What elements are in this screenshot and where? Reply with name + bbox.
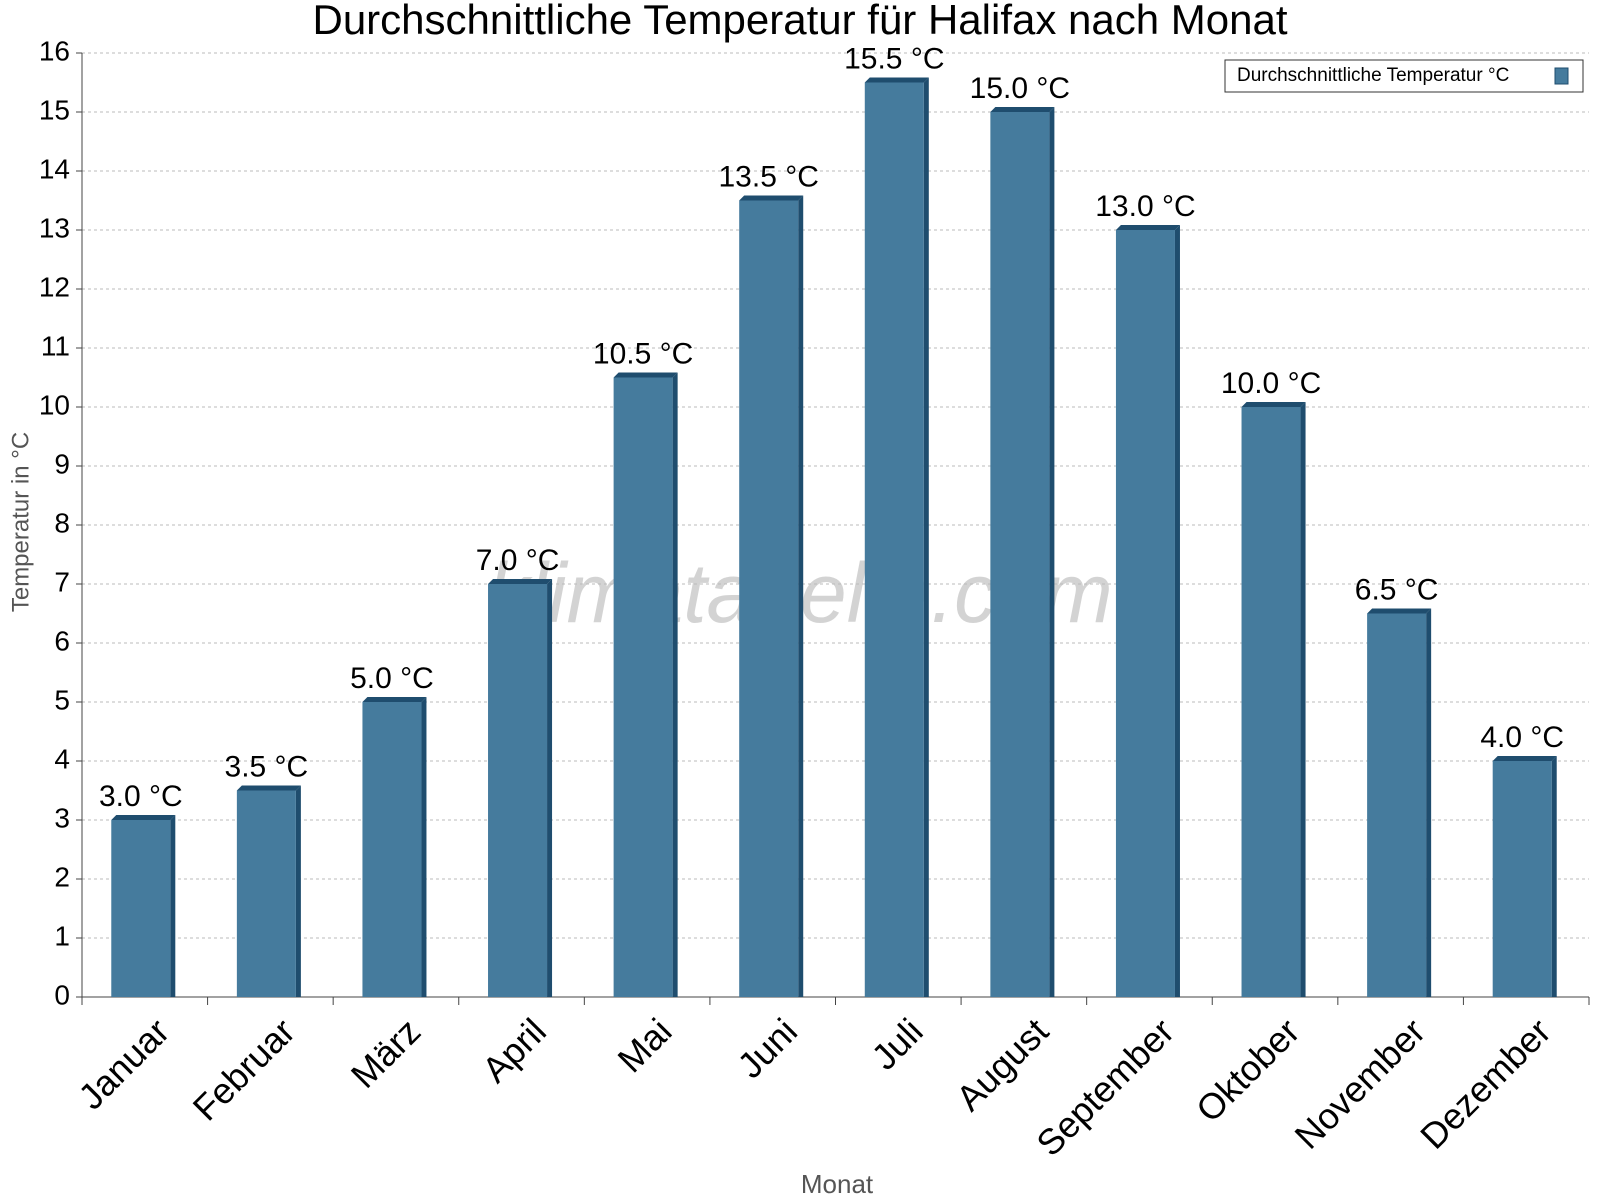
bar-depth — [672, 372, 678, 997]
bar-depth — [923, 77, 929, 997]
bar-depth — [295, 785, 301, 997]
y-tick-label: 10 — [39, 389, 70, 420]
y-tick-label: 2 — [54, 861, 70, 892]
x-tick-label: Januar — [70, 1010, 177, 1117]
bar-depth — [1492, 756, 1557, 761]
bar — [236, 790, 296, 997]
y-tick-label: 4 — [54, 743, 70, 774]
y-tick-label: 9 — [54, 448, 70, 479]
y-tick-label: 0 — [54, 979, 70, 1010]
bar-depth — [1367, 608, 1432, 614]
bar-depth — [798, 195, 804, 997]
y-tick-label: 8 — [54, 507, 70, 538]
bar-depth — [1174, 225, 1180, 997]
bar — [488, 584, 548, 997]
bar — [990, 112, 1050, 997]
bar-depth — [547, 579, 553, 997]
bar-depth — [613, 372, 678, 378]
legend-label: Durchschnittliche Temperatur °C — [1237, 65, 1509, 86]
bar — [1241, 407, 1301, 997]
legend: Durchschnittliche Temperatur °C — [1224, 59, 1584, 93]
x-tick-label: Juni — [729, 1010, 805, 1086]
y-tick-label: 14 — [39, 153, 70, 184]
y-tick-label: 3 — [54, 802, 70, 833]
value-label: 13.0 °C — [1095, 190, 1195, 223]
bar — [1115, 230, 1175, 997]
x-tick-label: September — [1028, 1010, 1182, 1164]
value-label: 3.0 °C — [99, 780, 183, 813]
value-label: 3.5 °C — [225, 750, 309, 783]
bar-depth — [1049, 107, 1055, 997]
y-tick-label: 5 — [54, 684, 70, 715]
chart-title: Durchschnittliche Temperatur für Halifax… — [312, 0, 1287, 43]
bar-depth — [990, 107, 1055, 112]
bar — [362, 702, 422, 997]
y-tick-label: 7 — [54, 566, 70, 597]
bar-depth — [362, 697, 427, 702]
bar-depth — [1241, 402, 1306, 407]
y-tick-label: 1 — [54, 920, 70, 951]
value-label: 10.0 °C — [1221, 367, 1321, 400]
x-tick-label: Dezember — [1412, 1010, 1558, 1156]
bar-depth — [111, 815, 176, 820]
bar-depth — [236, 785, 301, 791]
x-tick-label: März — [343, 1010, 429, 1096]
y-tick-label: 16 — [39, 35, 70, 66]
bar — [1492, 761, 1552, 997]
bar-depth — [170, 815, 176, 997]
bar-depth — [421, 697, 427, 997]
bar — [1367, 613, 1427, 997]
x-axis-title: Monat — [801, 1169, 874, 1199]
y-tick-label: 12 — [39, 271, 70, 302]
value-label: 13.5 °C — [719, 160, 819, 193]
x-tick-label: April — [474, 1010, 554, 1090]
bar — [613, 377, 673, 997]
legend-box — [1224, 59, 1584, 93]
bar — [739, 200, 799, 997]
x-tick-label: August — [948, 1010, 1056, 1118]
legend-swatch — [1554, 67, 1569, 85]
x-tick-label: Mai — [609, 1010, 679, 1080]
bar-depth — [739, 195, 804, 201]
value-label: 15.5 °C — [844, 42, 944, 75]
value-label: 6.5 °C — [1355, 573, 1439, 606]
value-label: 4.0 °C — [1480, 721, 1564, 754]
bar-depth — [488, 579, 553, 584]
y-tick-label: 6 — [54, 625, 70, 656]
bar-depth — [864, 77, 929, 83]
value-label: 7.0 °C — [476, 544, 560, 577]
bar — [864, 82, 924, 997]
bar-depth — [1300, 402, 1306, 997]
y-tick-label: 11 — [41, 330, 70, 361]
x-tick-label: Juli — [863, 1010, 930, 1077]
bar-depth — [1115, 225, 1180, 230]
x-tick-label: Februar — [185, 1010, 303, 1128]
y-tick-label: 15 — [39, 94, 70, 125]
bar-depth — [1426, 608, 1432, 997]
y-tick-label: 13 — [39, 212, 70, 243]
value-label: 15.0 °C — [970, 72, 1070, 105]
bar-depth — [1551, 756, 1557, 997]
x-tick-label: Oktober — [1188, 1010, 1308, 1130]
y-axis-title: Temperatur in °C — [7, 432, 34, 612]
bar — [111, 820, 171, 997]
value-label: 5.0 °C — [350, 662, 434, 695]
value-label: 10.5 °C — [593, 337, 693, 370]
x-tick-label: November — [1287, 1010, 1433, 1156]
